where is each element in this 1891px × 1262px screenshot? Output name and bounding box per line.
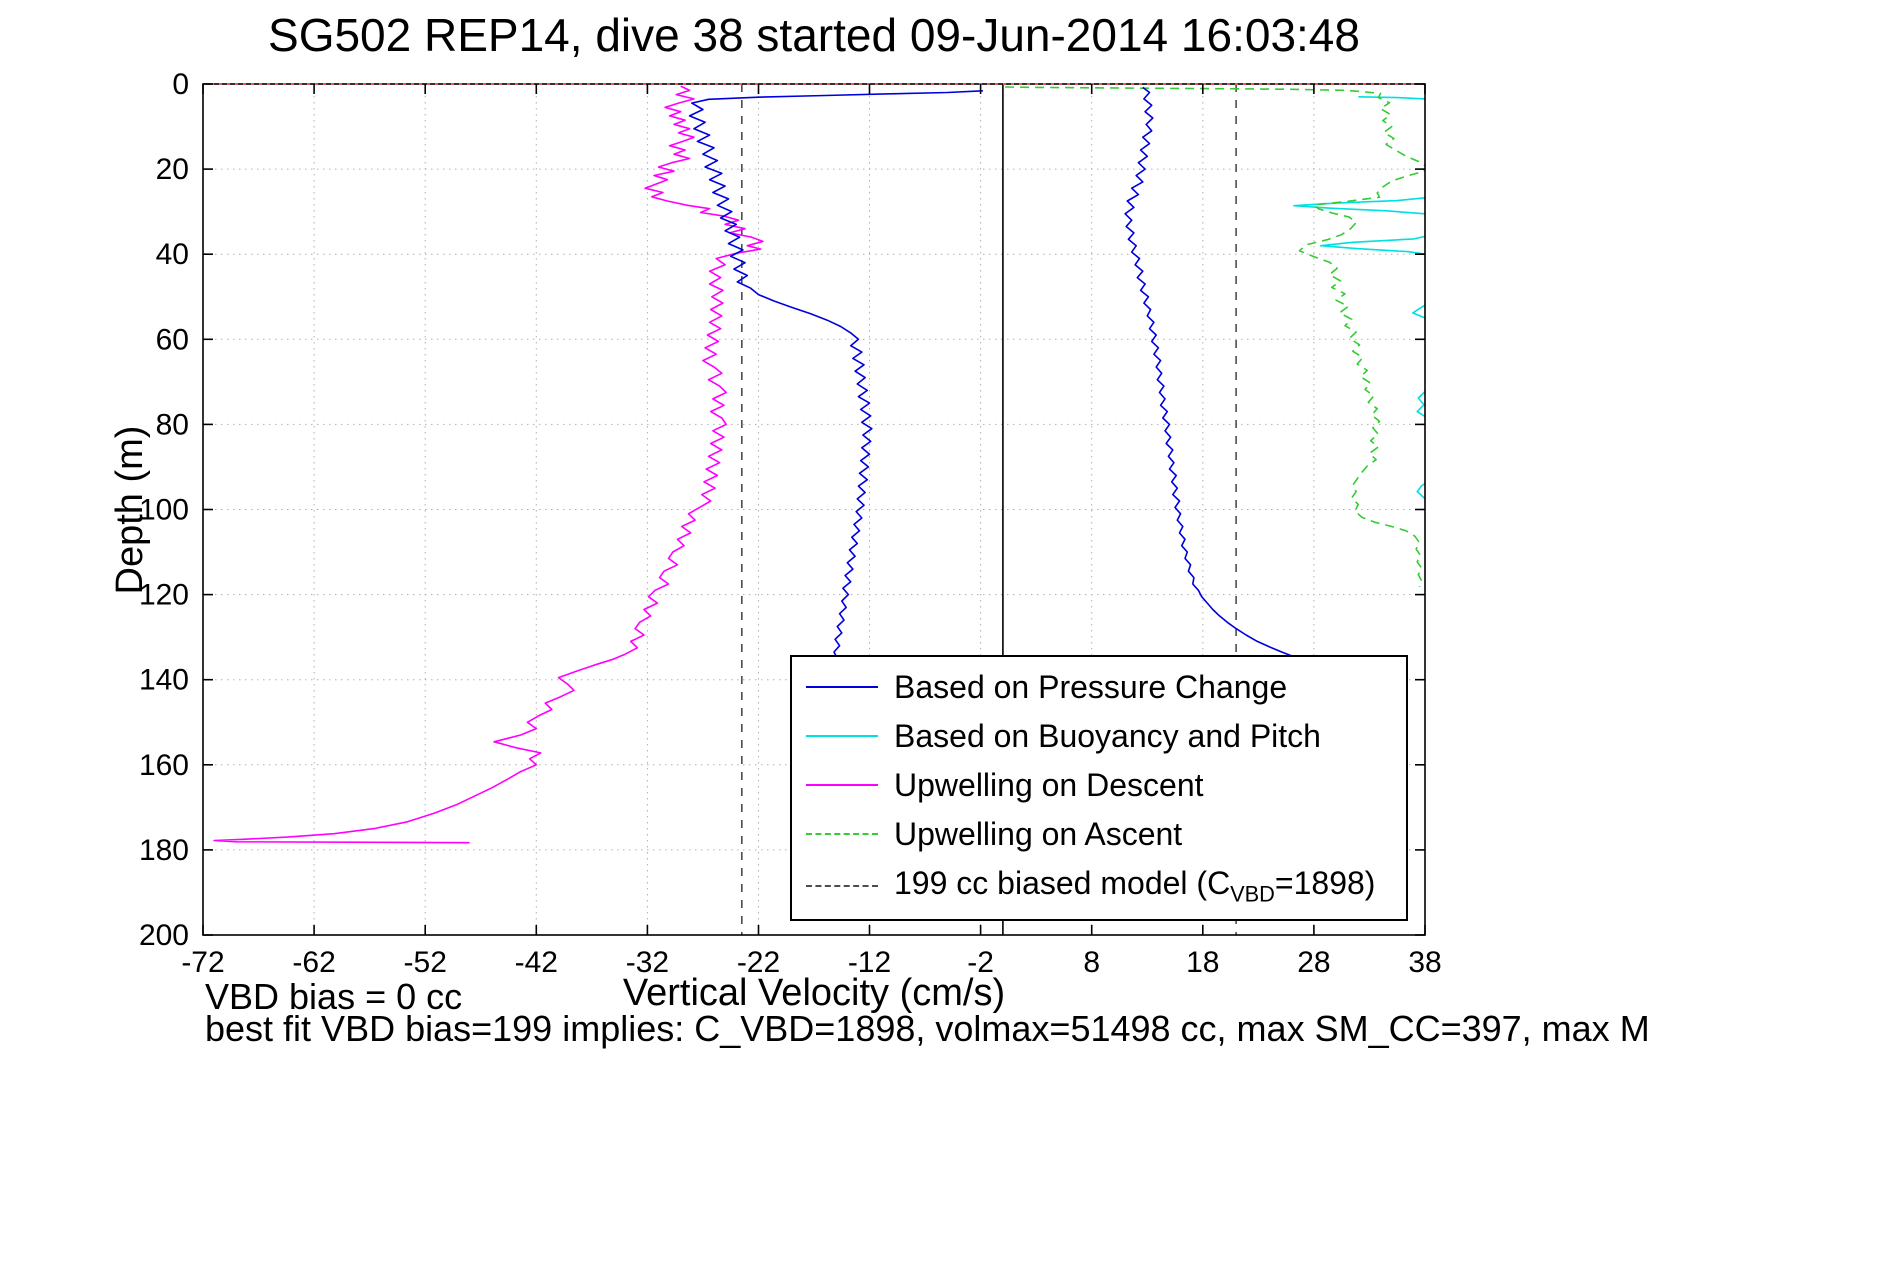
y-tick-label: 140 — [139, 664, 189, 697]
legend-label-pressure-change: Based on Pressure Change — [894, 668, 1288, 705]
legend-item-upwelling-descent: Upwelling on Descent — [792, 767, 1406, 804]
x-tick-label: -22 — [737, 946, 780, 979]
x-tick-label: -62 — [292, 946, 335, 979]
x-tick-label: 28 — [1297, 946, 1330, 979]
legend-label-upwelling-descent: Upwelling on Descent — [894, 766, 1204, 803]
legend-label-model-prefix: 199 cc biased model (C — [894, 864, 1231, 901]
x-tick-label: -52 — [404, 946, 447, 979]
x-tick-label: -2 — [967, 946, 994, 979]
y-tick-label: 180 — [139, 834, 189, 867]
vbd-bias-annotation: VBD bias = 0 cc — [205, 976, 463, 1017]
y-tick-label: 0 — [172, 68, 189, 101]
legend-item-buoyancy-pitch: Based on Buoyancy and Pitch — [792, 718, 1406, 755]
series-buoyancy-pitch-line — [1293, 96, 1425, 500]
x-tick-label: 18 — [1186, 946, 1219, 979]
x-tick-label: 38 — [1408, 946, 1441, 979]
legend-label-model-subscript: VBD — [1230, 881, 1275, 907]
series-upwelling-ascent-line — [1005, 86, 1425, 588]
legend-item-upwelling-ascent: Upwelling on Ascent — [792, 816, 1406, 853]
best-fit-annotation: best fit VBD bias=199 implies: C_VBD=189… — [205, 1008, 1650, 1049]
legend-line-sample-pressure-change — [806, 686, 878, 689]
x-tick-label: -12 — [848, 946, 891, 979]
legend-item-pressure-change: Based on Pressure Change — [792, 669, 1406, 706]
y-tick-label: 200 — [139, 919, 189, 952]
y-tick-label: 100 — [139, 494, 189, 527]
legend-line-sample-upwelling-descent — [806, 784, 878, 787]
legend-line-sample-upwelling-ascent — [806, 833, 878, 836]
legend-label-buoyancy-pitch: Based on Buoyancy and Pitch — [894, 717, 1321, 754]
y-tick-label: 120 — [139, 579, 189, 612]
x-tick-label: 8 — [1083, 946, 1100, 979]
x-tick-label: -72 — [181, 946, 224, 979]
series-upwelling-descent-line — [213, 85, 764, 844]
legend-line-sample-biased-model — [806, 884, 878, 887]
legend-line-sample-buoyancy-pitch — [806, 735, 878, 738]
series-pressure-change-line — [688, 90, 983, 659]
y-tick-label: 160 — [139, 749, 189, 782]
legend-item-biased-model: 199 cc biased model (CVBD=1898) — [792, 865, 1406, 907]
legend-label-biased-model: 199 cc biased model (CVBD=1898) — [894, 865, 1375, 907]
y-tick-label: 40 — [156, 238, 189, 271]
x-tick-label: -42 — [515, 946, 558, 979]
legend-label-upwelling-ascent: Upwelling on Ascent — [894, 815, 1183, 852]
y-tick-label: 60 — [156, 323, 189, 356]
y-tick-label: 80 — [156, 408, 189, 441]
chart-title: SG502 REP14, dive 38 started 09-Jun-2014… — [268, 9, 1360, 61]
legend-label-model-suffix: =1898) — [1274, 864, 1376, 901]
y-tick-label: 20 — [156, 153, 189, 186]
series-pressure-change-line — [1124, 86, 1301, 661]
legend: Based on Pressure Change Based on Buoyan… — [790, 655, 1408, 921]
x-axis-label: Vertical Velocity (cm/s) — [622, 972, 1006, 1014]
x-tick-label: -32 — [626, 946, 669, 979]
